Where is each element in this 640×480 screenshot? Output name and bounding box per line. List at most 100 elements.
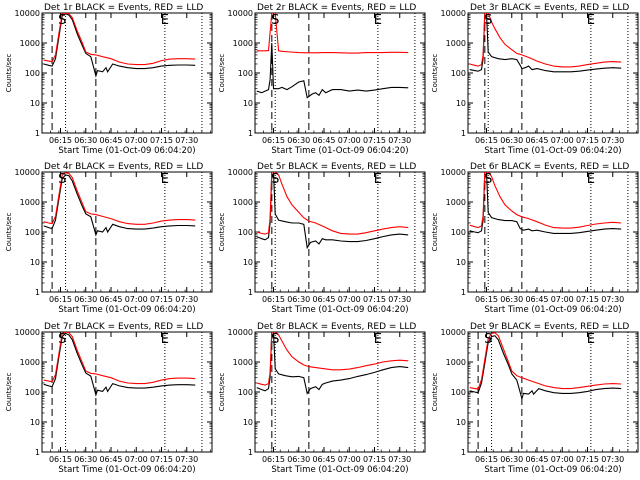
series-lld	[256, 172, 409, 235]
y-tick-label: 1000	[233, 198, 253, 207]
x-axis-label: Start Time (01-Oct-09 06:04:20)	[484, 146, 621, 156]
y-tick-label: 10000	[441, 328, 466, 337]
marker-e: E	[587, 172, 595, 187]
series-lld	[256, 332, 409, 386]
y-tick-label: 100	[238, 69, 253, 78]
marker-e: E	[587, 13, 595, 28]
y-tick-label: 1	[35, 288, 40, 297]
y-tick-label: 10000	[228, 168, 253, 177]
y-tick-label: 1000	[233, 358, 253, 367]
series-events	[469, 335, 622, 401]
x-axis-label: Start Time (01-Oct-09 06:04:20)	[484, 305, 621, 315]
y-tick-label: 10	[243, 258, 253, 267]
series-events	[256, 172, 409, 250]
marker-e: E	[161, 13, 169, 28]
x-tick-label: 07:00	[338, 136, 361, 145]
y-tick-label: 10000	[15, 168, 40, 177]
x-tick-label: 07:15	[150, 295, 173, 304]
marker-s: S	[484, 172, 492, 187]
series-lld	[469, 13, 622, 68]
marker-s: S	[58, 13, 66, 28]
x-tick-label: 06:15	[49, 455, 72, 464]
y-tick-label: 10	[243, 418, 253, 427]
series-lld	[43, 13, 196, 66]
x-tick-label: 06:30	[500, 136, 523, 145]
series-events	[43, 174, 196, 237]
panel-title: Det 9r BLACK = Events, RED = LLD	[470, 322, 629, 332]
panel-title: Det 8r BLACK = Events, RED = LLD	[257, 322, 416, 332]
y-tick-label: 10	[30, 418, 40, 427]
x-tick-label: 06:30	[500, 455, 523, 464]
panel-det-5: Det 5r BLACK = Events, RED = LLD 1 10 100 10…	[218, 162, 426, 315]
plot-frame	[254, 171, 426, 293]
panel-det-8: Det 8r BLACK = Events, RED = LLD 1 10 100 10…	[218, 322, 426, 475]
y-tick-label: 100	[451, 69, 466, 78]
x-tick-label: 06:45	[525, 295, 548, 304]
x-tick-label: 06:15	[475, 136, 498, 145]
plot-frame	[41, 12, 213, 134]
y-tick-label: 1	[248, 129, 253, 138]
x-tick-label: 07:30	[388, 455, 411, 464]
x-axis-label: Start Time (01-Oct-09 06:04:20)	[58, 465, 195, 475]
y-tick-label: 100	[451, 228, 466, 237]
x-axis-label: Start Time (01-Oct-09 06:04:20)	[484, 465, 621, 475]
marker-e: E	[374, 13, 382, 28]
y-tick-label: 1	[35, 129, 40, 138]
y-axis-label: Counts/sec	[431, 54, 439, 93]
marker-s: S	[271, 172, 279, 187]
marker-s: S	[484, 332, 492, 347]
series-events	[256, 42, 409, 99]
panel-det-1: Det 1r BLACK = Events, RED = LLD 1 10 100 10…	[5, 3, 213, 156]
panel-det-4: Det 4r BLACK = Events, RED = LLD 1 10 100 10…	[5, 162, 213, 315]
marker-e: E	[161, 172, 169, 187]
x-tick-label: 07:30	[601, 455, 624, 464]
y-tick-label: 10000	[441, 9, 466, 18]
x-tick-label: 07:00	[551, 455, 574, 464]
x-tick-label: 06:30	[287, 455, 310, 464]
y-tick-label: 1000	[446, 39, 466, 48]
y-axis-label: Counts/sec	[218, 213, 226, 252]
y-tick-label: 100	[25, 69, 40, 78]
x-tick-label: 06:30	[74, 136, 97, 145]
y-axis-label: Counts/sec	[5, 54, 13, 93]
x-tick-label: 07:30	[388, 136, 411, 145]
y-tick-label: 10	[30, 99, 40, 108]
x-tick-label: 06:15	[49, 295, 72, 304]
panel-title: Det 1r BLACK = Events, RED = LLD	[44, 3, 203, 13]
y-tick-label: 1000	[233, 39, 253, 48]
y-axis-label: Counts/sec	[5, 373, 13, 412]
y-axis-label: Counts/sec	[431, 213, 439, 252]
panel-title: Det 5r BLACK = Events, RED = LLD	[257, 162, 416, 172]
plot-frame	[41, 171, 213, 293]
y-tick-label: 1000	[446, 358, 466, 367]
x-tick-label: 06:45	[525, 455, 548, 464]
x-tick-label: 07:00	[125, 455, 148, 464]
x-tick-label: 07:00	[125, 295, 148, 304]
y-axis-label: Counts/sec	[218, 373, 226, 412]
x-tick-label: 07:00	[551, 295, 574, 304]
y-tick-label: 1000	[20, 358, 40, 367]
series-events	[256, 332, 409, 395]
x-axis-label: Start Time (01-Oct-09 06:04:20)	[58, 146, 195, 156]
y-tick-label: 10	[456, 99, 466, 108]
marker-s: S	[58, 172, 66, 187]
y-tick-label: 1	[461, 288, 466, 297]
x-tick-label: 06:30	[74, 455, 97, 464]
y-tick-label: 1	[248, 448, 253, 457]
x-tick-label: 07:30	[175, 136, 198, 145]
y-tick-label: 1	[35, 448, 40, 457]
x-tick-label: 07:15	[576, 136, 599, 145]
plot-frame	[254, 12, 426, 134]
x-tick-label: 07:15	[576, 295, 599, 304]
y-tick-label: 1000	[446, 198, 466, 207]
marker-s: S	[58, 332, 66, 347]
x-tick-label: 07:00	[338, 455, 361, 464]
panel-title: Det 7r BLACK = Events, RED = LLD	[44, 322, 203, 332]
y-tick-label: 100	[25, 388, 40, 397]
x-axis-label: Start Time (01-Oct-09 06:04:20)	[58, 305, 195, 315]
panel-det-2: Det 2r BLACK = Events, RED = LLD 1 10 100 10…	[218, 3, 426, 156]
y-tick-label: 1	[461, 129, 466, 138]
plot-frame	[254, 331, 426, 453]
x-tick-label: 06:45	[99, 455, 122, 464]
y-tick-label: 10	[30, 258, 40, 267]
